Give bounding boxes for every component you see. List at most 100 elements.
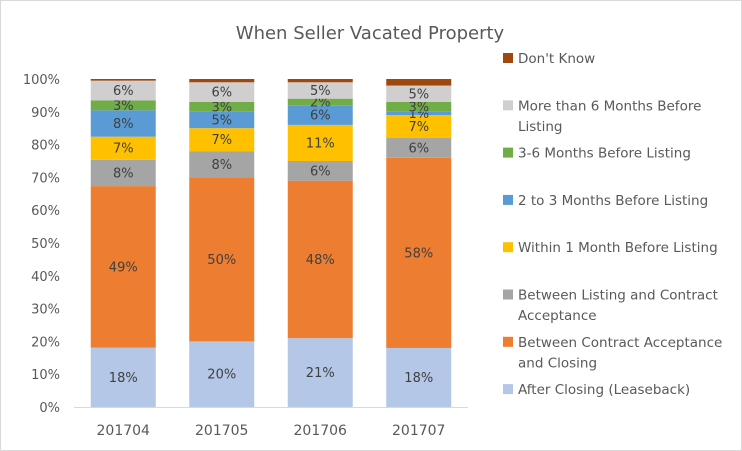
bar-segment bbox=[386, 347, 452, 407]
legend-swatch bbox=[503, 100, 513, 111]
legend: Don't Know More than 6 Months Before Listi… bbox=[503, 51, 722, 398]
data-label: 8% bbox=[113, 166, 134, 181]
y-tick-label: 30% bbox=[31, 303, 60, 318]
data-label: 5% bbox=[310, 84, 331, 99]
bar-segment bbox=[189, 177, 255, 342]
legend-swatch bbox=[503, 289, 513, 300]
data-label: 11% bbox=[306, 136, 335, 151]
bar-segment bbox=[287, 105, 353, 125]
bar-segment bbox=[386, 138, 452, 158]
bar-segment bbox=[287, 180, 353, 339]
data-label: 7% bbox=[408, 120, 429, 135]
bar-segment bbox=[386, 85, 452, 102]
y-tick-label: 0% bbox=[39, 401, 60, 416]
bar-segment bbox=[189, 82, 255, 102]
bar-segment bbox=[287, 124, 353, 161]
data-label: 48% bbox=[306, 253, 335, 268]
data-label: 5% bbox=[211, 114, 232, 129]
y-axis: 0% 10% 20% 30% 40% 50% 60% 70% 80% 90% 100% bbox=[23, 73, 60, 416]
bar-segment bbox=[287, 82, 353, 99]
bar-segment bbox=[189, 111, 255, 129]
bar-segment bbox=[189, 128, 255, 152]
legend-label: 3-6 Months Before Listing bbox=[518, 146, 691, 162]
data-label: 7% bbox=[113, 142, 134, 157]
bar-segment bbox=[386, 157, 452, 348]
data-label: 6% bbox=[211, 86, 232, 101]
legend-label: 2 to 3 Months Before Listing bbox=[518, 193, 708, 209]
bar-segment bbox=[90, 136, 156, 160]
y-tick-label: 10% bbox=[31, 368, 60, 383]
data-label: 6% bbox=[310, 109, 331, 124]
data-label: 5% bbox=[408, 87, 429, 102]
data-label: 3% bbox=[113, 99, 134, 114]
data-label: 3% bbox=[211, 100, 232, 115]
legend-swatch bbox=[503, 53, 513, 63]
bar-segment bbox=[386, 101, 452, 112]
bar-segment bbox=[90, 159, 156, 187]
data-label: 21% bbox=[306, 366, 335, 381]
y-tick-label: 40% bbox=[31, 270, 60, 285]
bar-segment bbox=[287, 161, 353, 181]
legend-label: Between Contract Acceptance bbox=[518, 335, 722, 351]
bar-segment bbox=[90, 186, 156, 348]
data-label: 20% bbox=[207, 368, 236, 383]
bars-group: 18%49%8%7%8%3%6%20%50%8%7%5%3%6%21%48%6%… bbox=[90, 79, 452, 407]
data-label: 6% bbox=[113, 84, 134, 99]
x-tick-label: 201706 bbox=[294, 423, 348, 439]
legend-swatch bbox=[503, 242, 513, 253]
data-label: 3% bbox=[408, 100, 429, 115]
data-label: 49% bbox=[109, 260, 138, 275]
data-label: 7% bbox=[211, 133, 232, 148]
bar-segment bbox=[189, 151, 255, 178]
data-label: 6% bbox=[408, 141, 429, 156]
y-tick-label: 70% bbox=[31, 171, 60, 186]
data-label: 8% bbox=[211, 158, 232, 173]
legend-label: Acceptance bbox=[518, 308, 597, 324]
legend-swatch bbox=[503, 194, 513, 205]
bar-segment bbox=[90, 80, 156, 101]
bar-segment bbox=[386, 79, 452, 86]
bar-segment bbox=[90, 110, 156, 137]
legend-label: More than 6 Months Before bbox=[518, 98, 701, 114]
bar-segment bbox=[287, 79, 353, 83]
bar-segment bbox=[287, 338, 353, 407]
data-label: 2% bbox=[310, 95, 331, 110]
bar-segment bbox=[189, 101, 255, 112]
bar-segment bbox=[90, 347, 156, 407]
legend-swatch bbox=[503, 336, 513, 347]
x-tick-label: 201704 bbox=[97, 423, 151, 439]
data-label: 18% bbox=[109, 371, 138, 386]
legend-label: and Closing bbox=[518, 355, 597, 371]
x-axis: 201704 201705 201706 201707 bbox=[74, 407, 468, 439]
bar-segment bbox=[90, 100, 156, 111]
bar-segment bbox=[386, 111, 452, 116]
bar-segment bbox=[287, 98, 353, 106]
x-tick-label: 201707 bbox=[392, 423, 445, 439]
y-tick-label: 50% bbox=[31, 237, 60, 252]
chart-title: When Seller Vacated Property bbox=[236, 23, 505, 44]
legend-label: Within 1 Month Before Listing bbox=[518, 240, 718, 256]
legend-label: Between Listing and Contract bbox=[518, 288, 718, 304]
bar-segment bbox=[90, 79, 156, 81]
data-label: 18% bbox=[404, 371, 433, 386]
legend-label: Don't Know bbox=[518, 51, 595, 67]
legend-label: Listing bbox=[518, 119, 562, 135]
y-tick-label: 80% bbox=[31, 139, 60, 154]
bar-segment bbox=[189, 341, 255, 407]
bar-segment bbox=[189, 79, 255, 83]
data-label: 6% bbox=[310, 164, 331, 179]
y-tick-label: 20% bbox=[31, 335, 60, 350]
x-tick-label: 201705 bbox=[195, 423, 248, 439]
bar-segment bbox=[386, 115, 452, 139]
legend-swatch bbox=[503, 147, 513, 158]
data-label: 8% bbox=[113, 117, 134, 132]
data-label: 58% bbox=[404, 246, 433, 261]
legend-swatch bbox=[503, 384, 513, 395]
y-tick-label: 100% bbox=[23, 73, 60, 88]
data-label: 50% bbox=[207, 253, 236, 268]
y-tick-label: 60% bbox=[31, 204, 60, 219]
legend-label: After Closing (Leaseback) bbox=[518, 382, 690, 398]
y-tick-label: 90% bbox=[31, 106, 60, 121]
